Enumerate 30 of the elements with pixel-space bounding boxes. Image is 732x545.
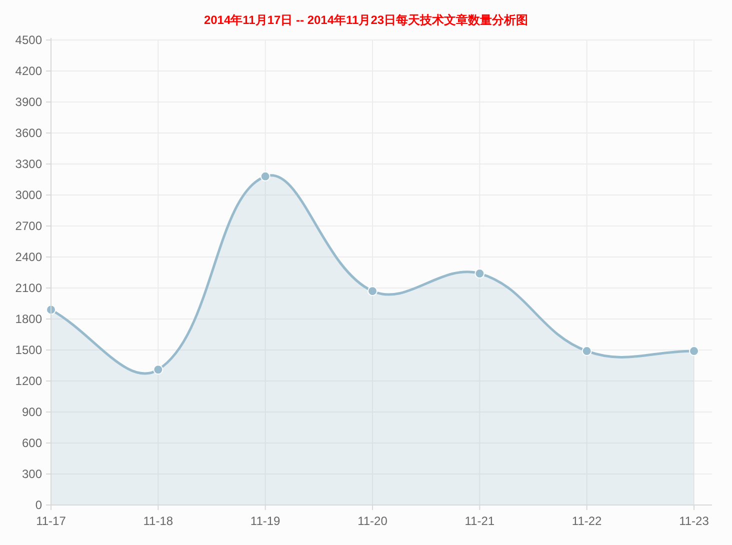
x-tick-label: 11-17 — [36, 514, 66, 528]
y-tick-label: 2700 — [15, 219, 42, 233]
y-tick-label: 3300 — [15, 157, 42, 171]
x-tick-label: 11-23 — [679, 514, 710, 528]
y-tick-label: 600 — [22, 436, 42, 450]
y-tick-label: 4500 — [15, 33, 42, 47]
point — [582, 346, 592, 356]
y-tick-label: 2400 — [15, 250, 42, 264]
point — [689, 346, 699, 356]
x-tick-label: 11-18 — [143, 514, 174, 528]
y-tick-label: 300 — [22, 467, 42, 481]
y-tick-label: 3600 — [15, 126, 42, 140]
chart-title: 2014年11月17日 -- 2014年11月23日每天技术文章数量分析图 — [204, 13, 528, 27]
x-tick-label: 11-21 — [464, 514, 495, 528]
point — [368, 286, 378, 296]
y-tick-label: 3000 — [15, 188, 42, 202]
x-tick-label: 11-19 — [250, 514, 281, 528]
point — [153, 364, 164, 375]
x-tick-label: 11-22 — [572, 514, 602, 528]
point — [474, 268, 485, 279]
y-tick-label: 2100 — [15, 281, 42, 295]
point — [260, 171, 270, 182]
y-tick-label: 1200 — [15, 374, 42, 388]
y-tick-label: 3900 — [15, 95, 42, 109]
y-tick-label: 4200 — [15, 64, 42, 78]
y-tick-label: 900 — [22, 405, 42, 419]
x-tick-label: 11-20 — [358, 514, 388, 528]
y-tick-label: 0 — [35, 498, 42, 512]
y-tick-label: 1500 — [15, 343, 42, 357]
y-tick-label: 1800 — [15, 312, 42, 326]
